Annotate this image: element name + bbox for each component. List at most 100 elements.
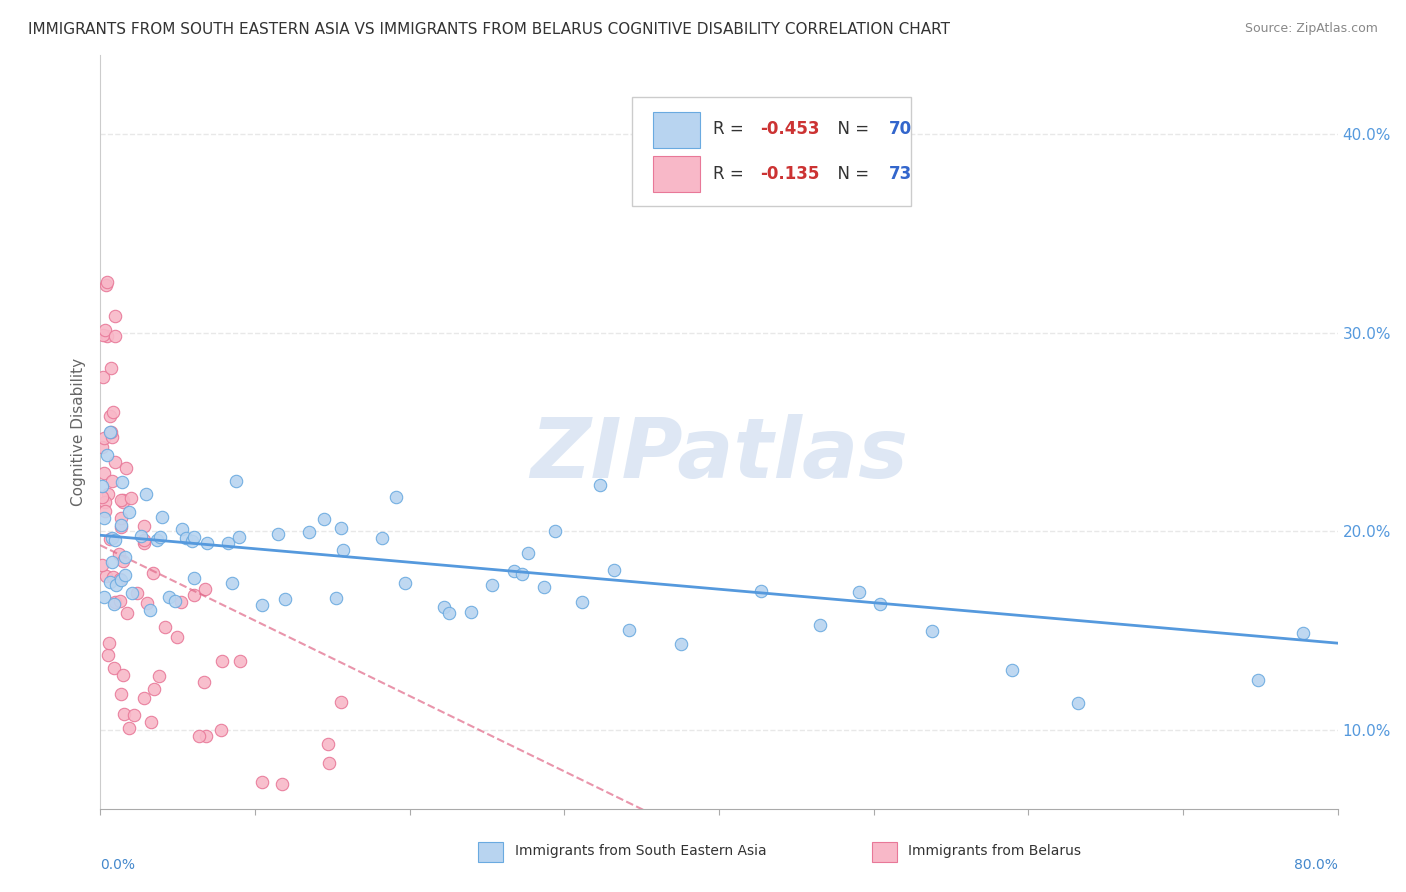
Point [91,327,114,342]
Point [98,532,121,546]
Point [96,275,118,289]
Point [433,599,456,614]
Text: Immigrants from South Eastern Asia: Immigrants from South Eastern Asia [515,844,766,858]
Point [325,591,347,606]
Point [134,518,156,533]
Text: Immigrants from Belarus: Immigrants from Belarus [908,844,1081,858]
Point [146,533,169,547]
Point [183,588,205,602]
Point [101,474,124,488]
Point [1000,663,1022,677]
Point [150,509,173,524]
Point [533,580,555,594]
Point [91,558,114,572]
Point [181,533,204,548]
Point [104,309,127,323]
Point [103,597,125,611]
Point [143,682,166,697]
Text: ZIPatlas: ZIPatlas [530,414,908,495]
Point [193,674,215,689]
Point [96,448,118,462]
Point [460,605,482,619]
Point [101,555,124,569]
Point [619,624,641,638]
Point [1247,673,1270,687]
Point [114,567,136,582]
Point [589,478,612,492]
Point [132,691,155,706]
Point [110,492,132,507]
Point [510,567,533,582]
Text: IMMIGRANTS FROM SOUTH EASTERN ASIA VS IMMIGRANTS FROM BELARUS COGNITIVE DISABILI: IMMIGRANTS FROM SOUTH EASTERN ASIA VS IM… [28,22,950,37]
Point [751,583,773,598]
Point [94,323,117,337]
Point [250,599,273,613]
Point [91,490,114,504]
Point [93,431,115,445]
Point [274,592,297,607]
Point [808,618,831,632]
Point [125,586,148,600]
Point [437,606,460,620]
Point [122,707,145,722]
Point [155,620,177,634]
Point [187,729,209,743]
Point [94,277,117,292]
Point [100,532,122,546]
Point [394,575,416,590]
Point [170,594,193,608]
Point [225,475,247,489]
Point [318,756,340,770]
Point [110,511,132,525]
Point [98,425,121,439]
Point [516,546,538,560]
Point [101,430,124,444]
Point [93,511,115,525]
Point [195,536,218,550]
Point [142,566,165,580]
Point [217,536,239,550]
Point [110,687,132,701]
Point [112,492,135,507]
Point [132,533,155,547]
Point [332,543,354,558]
Point [104,455,127,469]
Point [139,714,162,729]
Point [111,475,134,489]
Point [98,574,121,589]
Point [502,564,524,578]
Point [97,636,120,650]
Point [1292,625,1315,640]
Point [671,637,693,651]
Point [157,591,180,605]
Point [107,547,129,561]
Text: 73: 73 [889,165,911,183]
Point [221,576,243,591]
FancyBboxPatch shape [633,96,911,206]
Point [114,461,136,475]
Y-axis label: Cognitive Disability: Cognitive Disability [72,358,86,506]
Point [544,524,567,538]
Point [120,491,142,505]
Point [267,526,290,541]
Point [194,582,217,596]
Point [101,569,124,583]
Point [103,661,125,675]
Point [250,775,273,789]
Point [209,723,232,738]
Point [869,597,891,611]
Point [148,669,170,683]
Point [94,504,117,518]
Point [271,776,294,790]
Point [105,578,128,592]
FancyBboxPatch shape [654,112,700,148]
Point [329,695,352,709]
Text: -0.135: -0.135 [759,165,820,183]
Point [91,440,114,454]
Text: -0.453: -0.453 [759,120,820,138]
Point [114,707,136,722]
Point [312,511,335,525]
Text: 0.0%: 0.0% [100,858,135,872]
Point [139,603,162,617]
Point [170,522,193,536]
